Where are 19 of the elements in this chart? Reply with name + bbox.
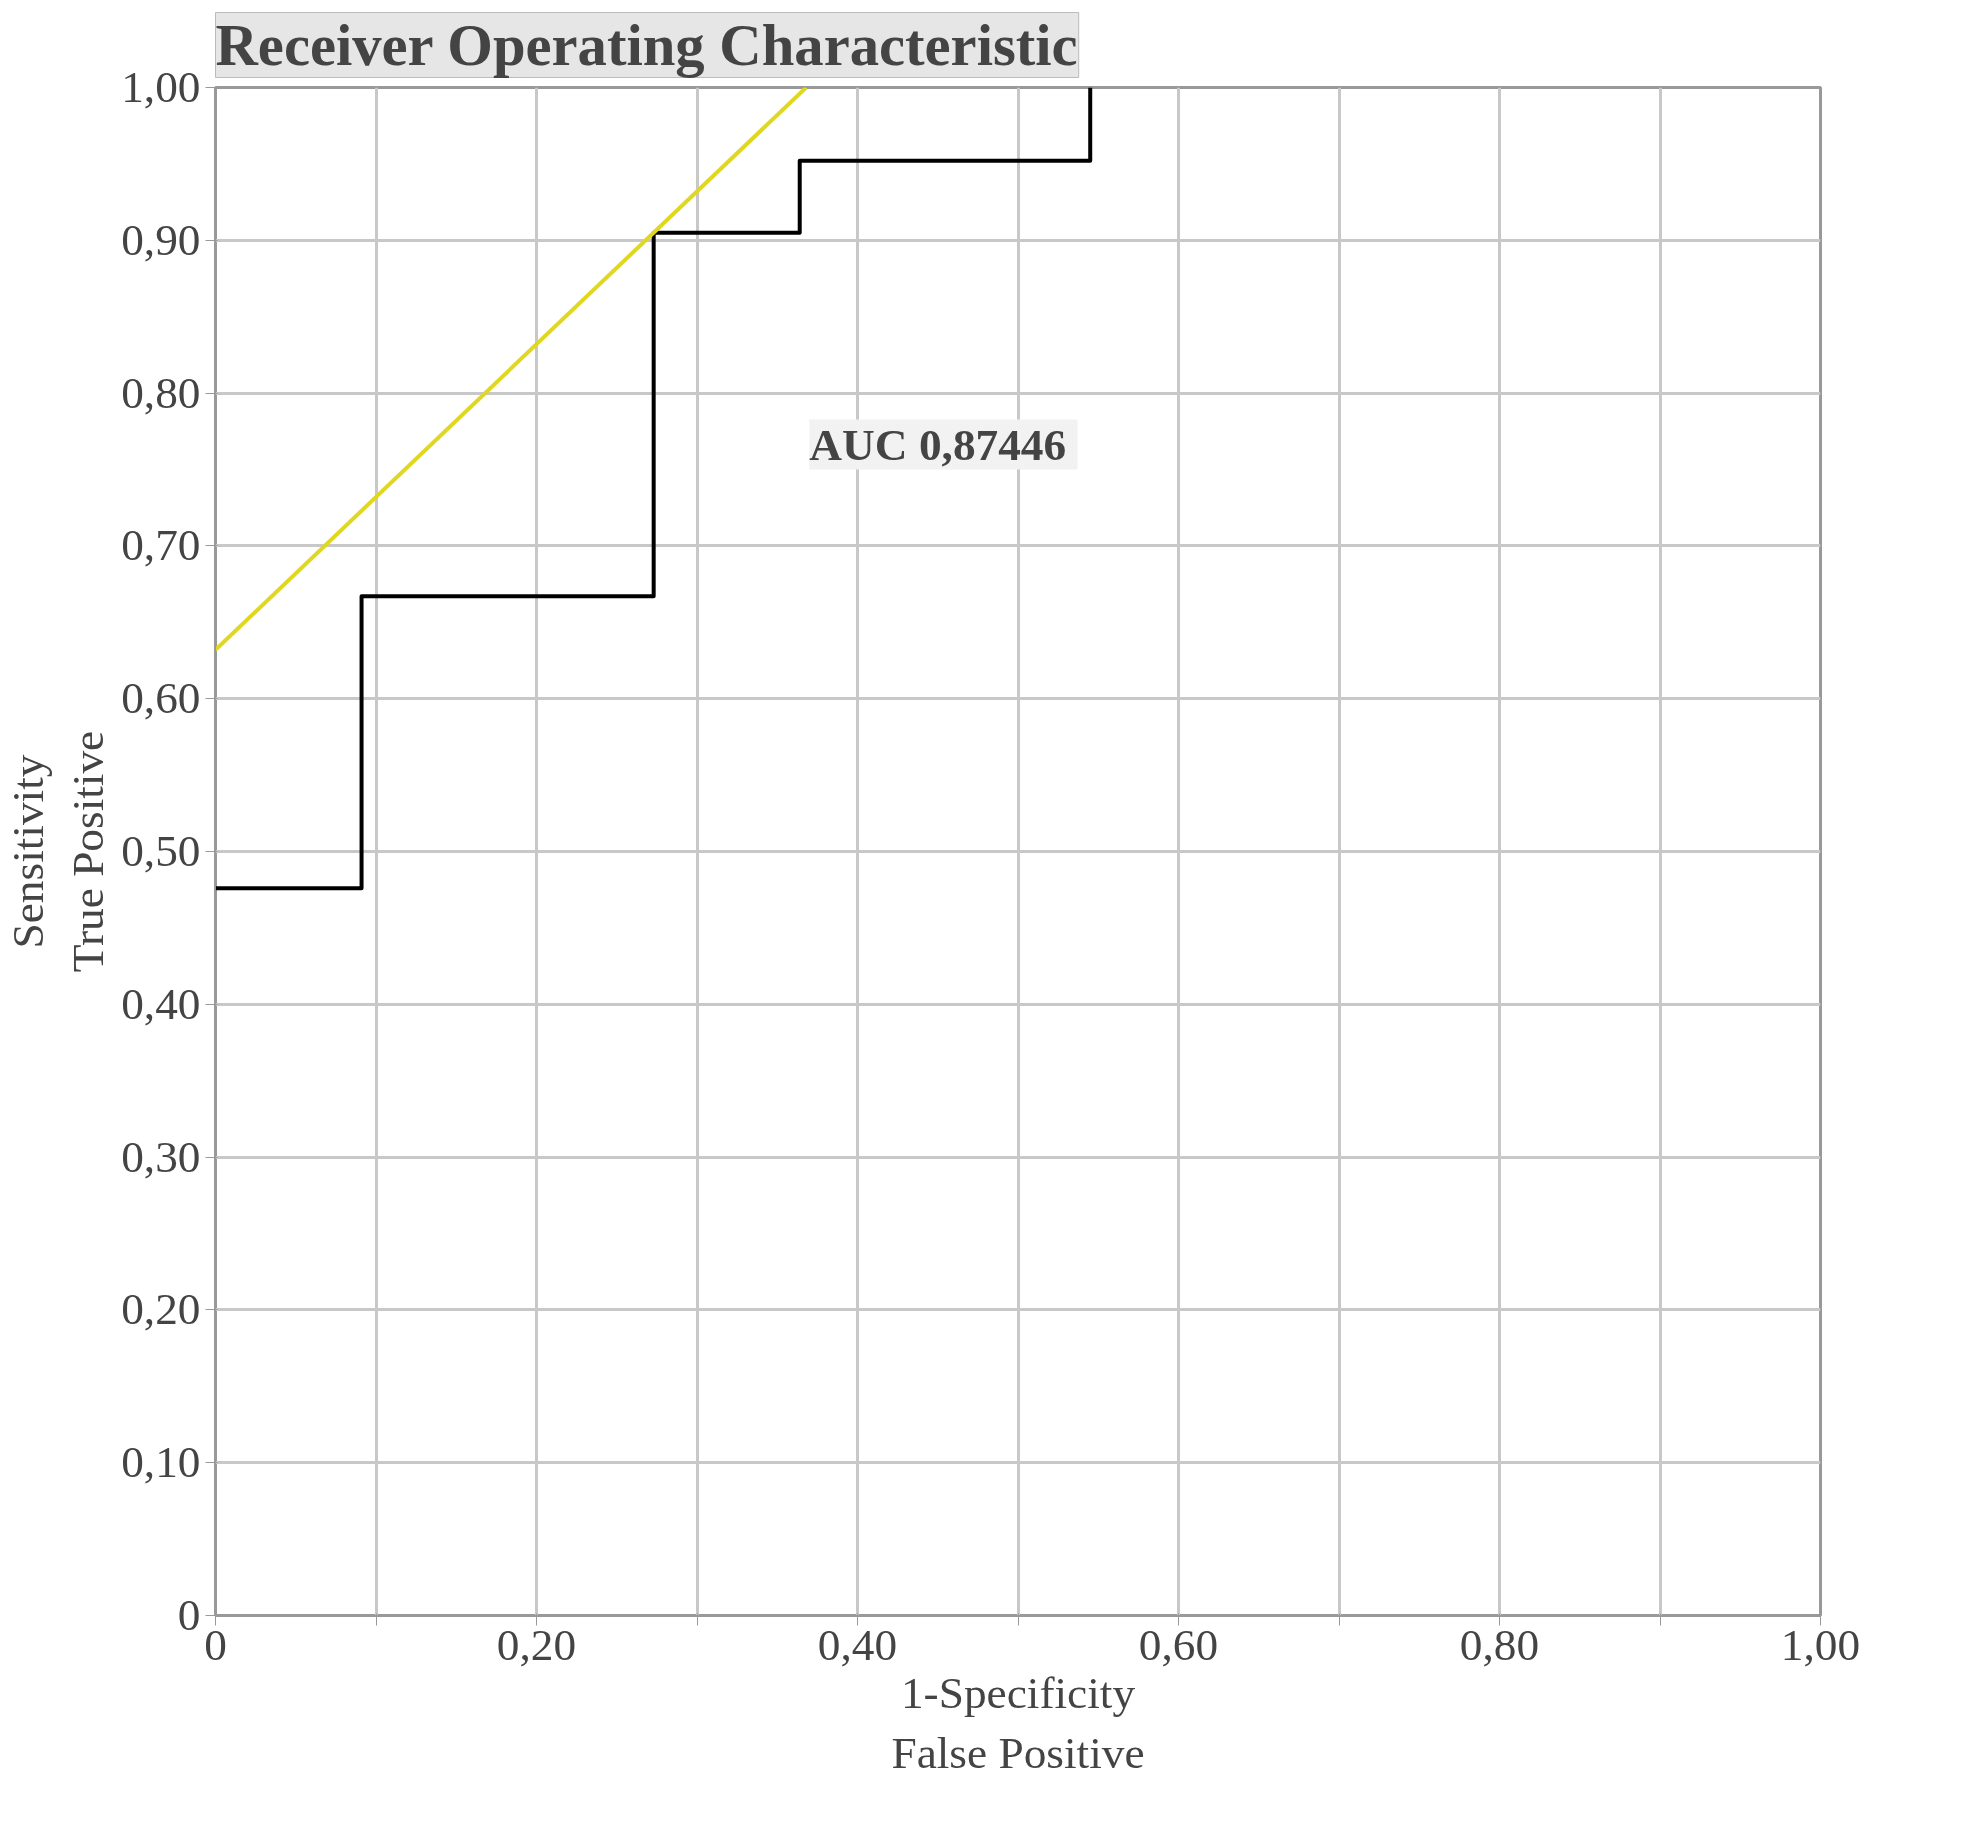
x-axis-title: 1-Specificity False Positive [891, 1667, 1145, 1778]
y-tick-label: 0,80 [121, 367, 201, 418]
y-tick-label: 0,60 [121, 673, 201, 724]
y-tick-label: 0,20 [121, 1284, 201, 1335]
y-tick-label: 1,00 [121, 62, 201, 112]
y-tick-label: 0,10 [121, 1437, 201, 1488]
x-tick-label: 0,80 [1459, 1619, 1540, 1670]
y-tick-label: 0,50 [121, 826, 201, 876]
y-tick-label: 0,40 [121, 978, 201, 1029]
annotation: AUC 0,87446 [809, 419, 1067, 470]
x-tick-label: 1,00 [1780, 1619, 1861, 1670]
x-tick-label: 0,60 [1138, 1619, 1219, 1670]
y-tick-label: 0,90 [121, 214, 201, 265]
y-axis-title: Sensitivity True Positive [3, 730, 114, 973]
y-tick-label: 0,30 [121, 1131, 201, 1182]
x-tick-label: 0,40 [817, 1619, 898, 1670]
x-tick-label: 0,20 [496, 1619, 577, 1670]
y-tick-label: 0,70 [121, 520, 201, 571]
chart-title: Receiver Operating Characteristic [215, 12, 1078, 78]
